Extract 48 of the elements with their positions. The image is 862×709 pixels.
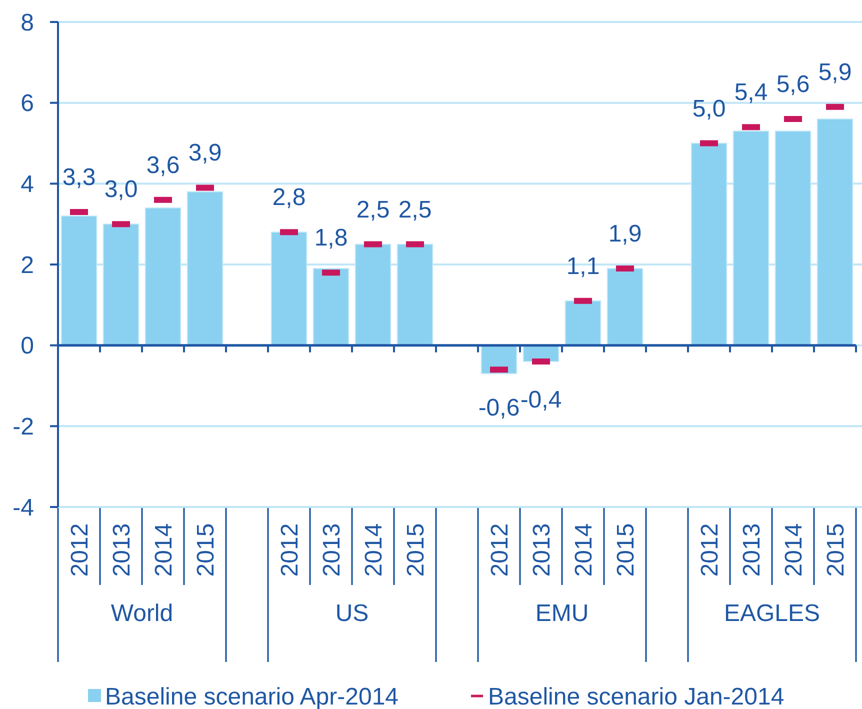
- data-label: 1,1: [566, 252, 600, 280]
- x-tick-label: 2013: [318, 523, 346, 577]
- x-tick-label: 2012: [696, 523, 724, 577]
- x-tick-label: 2013: [108, 523, 136, 577]
- data-label: 1,9: [608, 220, 642, 248]
- data-label: 3,3: [62, 164, 96, 191]
- y-tick-label: 0: [20, 332, 34, 360]
- data-label: 5,6: [776, 71, 810, 98]
- bar: [564, 300, 602, 346]
- text: US: [335, 600, 369, 627]
- data-label: 2,5: [398, 196, 432, 224]
- y-tick-label: 2: [20, 252, 34, 279]
- y-tick-label: 8: [20, 9, 34, 36]
- text: EMU: [535, 600, 589, 627]
- y-tick-label: -4: [12, 494, 34, 522]
- x-tick-label: 2012: [66, 523, 94, 577]
- data-label: 5,4: [734, 79, 768, 106]
- text: EAGLES: [724, 600, 820, 627]
- data-label: 1,8: [314, 224, 348, 252]
- data-label: -0,4: [520, 386, 562, 414]
- data-label: 3,6: [146, 152, 180, 179]
- text: World: [110, 600, 174, 627]
- bar: [606, 268, 644, 346]
- x-tick-label: 2015: [192, 523, 220, 577]
- data-label: 3,0: [104, 176, 138, 204]
- data-label: 2,8: [272, 184, 306, 212]
- x-tick-label: 2012: [276, 523, 304, 577]
- bar: [312, 268, 350, 346]
- data-label: 5,9: [818, 58, 852, 86]
- x-tick-label: 2014: [780, 523, 808, 577]
- legend-label: Baseline scenario Apr-2014: [105, 683, 399, 709]
- data-label: 5,0: [692, 95, 726, 122]
- data-label: 3,9: [188, 140, 222, 167]
- y-tick-label: -2: [12, 414, 34, 441]
- x-tick-label: 2013: [528, 523, 556, 577]
- x-tick-label: 2015: [402, 523, 430, 577]
- y-tick-label: 4: [20, 171, 34, 198]
- data-label: 2,5: [356, 196, 390, 224]
- x-tick-label: 2014: [360, 523, 388, 577]
- x-tick-label: 2014: [570, 523, 598, 577]
- x-tick-label: 2015: [612, 523, 640, 577]
- x-tick-label: 2015: [822, 523, 850, 577]
- x-tick-label: 2014: [150, 523, 178, 577]
- x-tick-label: 2012: [486, 523, 514, 577]
- data-label: -0,6: [478, 394, 520, 422]
- legend-label: Baseline scenario Jan-2014: [488, 683, 784, 709]
- x-tick-label: 2013: [738, 523, 766, 577]
- y-tick-label: 6: [20, 90, 34, 118]
